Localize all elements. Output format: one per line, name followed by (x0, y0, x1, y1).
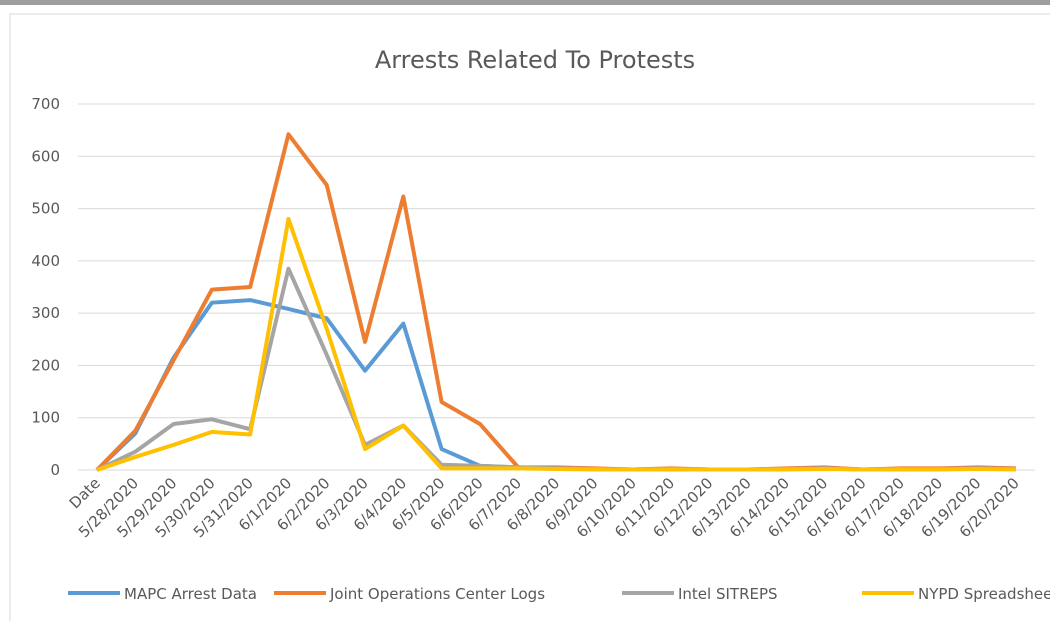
legend-label: Joint Operations Center Logs (329, 585, 545, 603)
series-line (96, 266, 1017, 472)
y-tick-label: 200 (31, 356, 60, 374)
y-tick-label: 700 (31, 95, 60, 113)
legend-label: Intel SITREPS (678, 585, 778, 603)
top-bar (0, 0, 1050, 5)
legend-label: MAPC Arrest Data (124, 585, 257, 603)
y-tick-label: 600 (31, 147, 60, 165)
series-line (96, 217, 1017, 472)
y-tick-label: 300 (31, 304, 60, 322)
series-line (95, 298, 1017, 472)
y-tick-label: 0 (50, 461, 60, 479)
y-tick-label: 400 (31, 252, 60, 270)
y-tick-label: 500 (31, 200, 60, 218)
chart-title: Arrests Related To Protests (375, 46, 695, 74)
y-tick-label: 100 (31, 409, 60, 427)
chart-border (9, 13, 1050, 621)
legend-label: NYPD Spreadsheet (918, 585, 1050, 603)
